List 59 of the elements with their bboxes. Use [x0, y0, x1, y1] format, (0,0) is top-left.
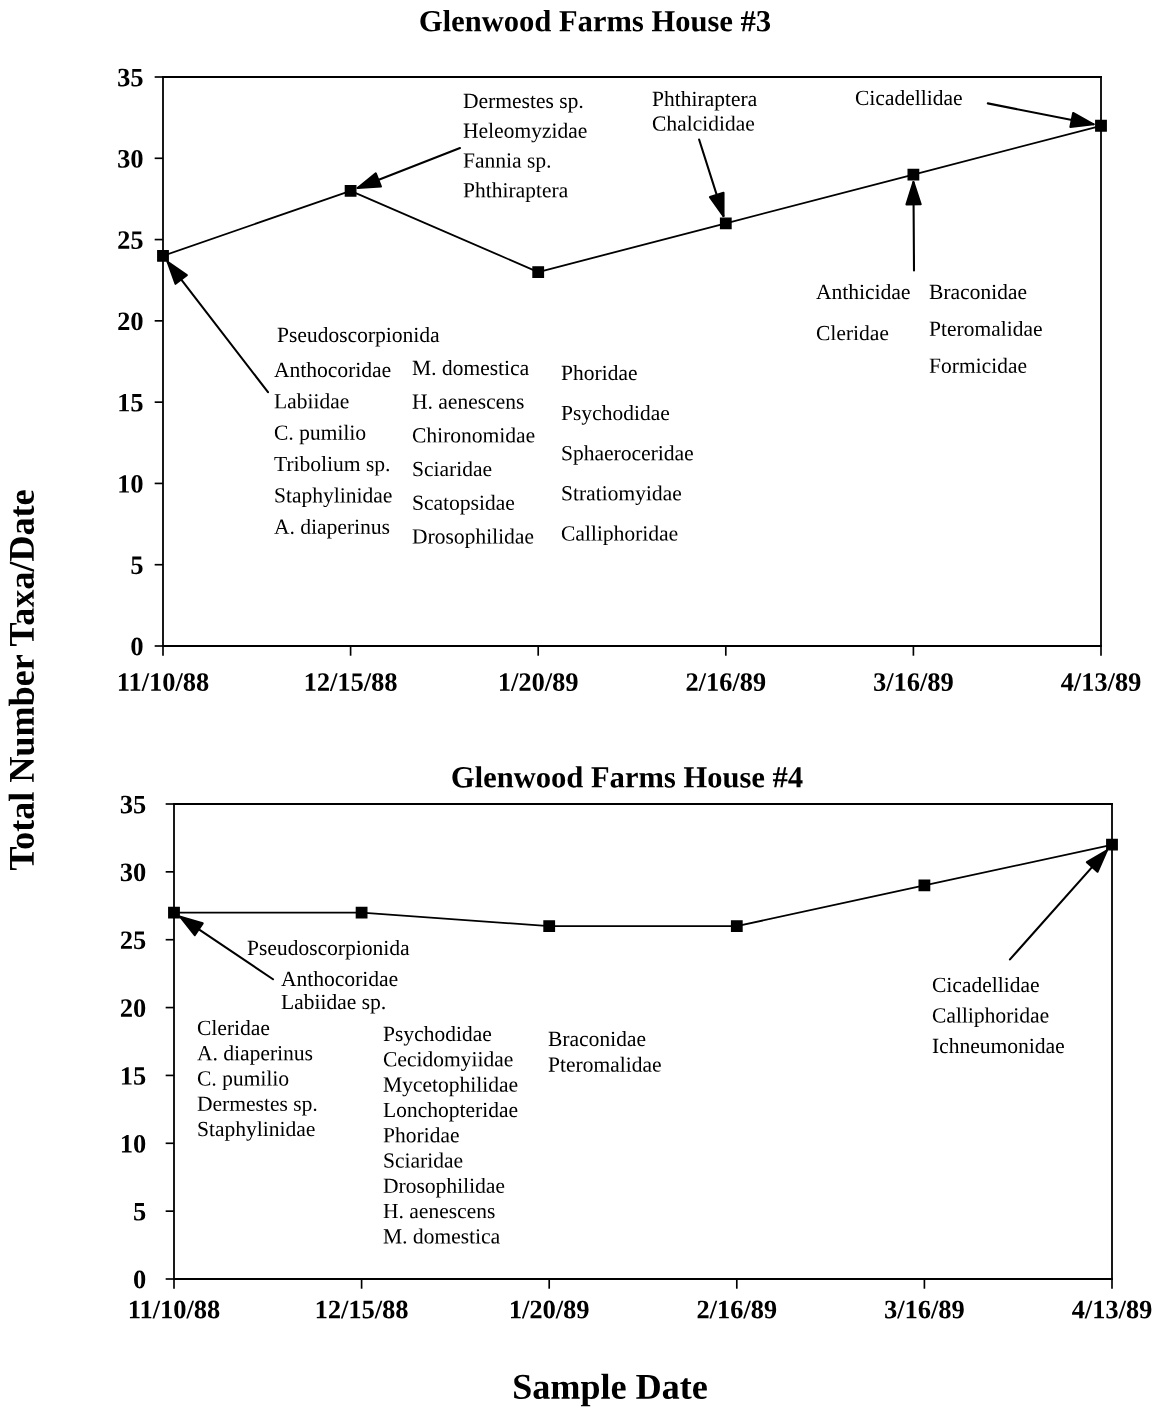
y-tick-label: 0	[131, 637, 143, 656]
x-tick-label: 1/20/89	[511, 1300, 589, 1319]
x-tick-label: 1/20/89	[500, 673, 578, 691]
y-tick-label: 5	[131, 556, 143, 575]
point	[1106, 838, 1118, 851]
y-tick-label: 30	[118, 149, 143, 168]
x-tick-label: 12/15/88	[316, 1300, 408, 1319]
annotation: Anthocoridae Labiidae sp.	[281, 971, 398, 1014]
annotation: Phthiraptera Chalcididae	[652, 91, 757, 131]
y-tick-label: 30	[120, 863, 146, 882]
text: Anthicidae Cleridae	[816, 284, 910, 341]
y-tick-label: 5	[134, 1203, 146, 1221]
point	[355, 906, 368, 919]
x-tick-label: 2/16/89	[697, 1300, 777, 1319]
annotation: Cicadellidae Calliphoridae Ichneumonidae	[932, 977, 1064, 1054]
annotation: Braconidae Pteromalidae Formicidae	[929, 284, 1042, 373]
point	[730, 920, 743, 933]
x-axis-title: Sample Date	[514, 1373, 707, 1407]
y-tick-label: 15	[119, 393, 143, 412]
x-tick-label: 4/13/89	[1061, 673, 1141, 691]
x-tick-label: 12/15/88	[305, 673, 397, 691]
y-tick-label: 35	[118, 68, 143, 87]
y-tick-label: 25	[118, 231, 143, 249]
y-tick-label: 20	[120, 999, 146, 1017]
point	[532, 266, 545, 278]
point	[543, 920, 556, 933]
point	[719, 217, 732, 230]
x-tick-label: 3/16/89	[874, 673, 953, 691]
x-tick-label: 3/16/89	[885, 1300, 964, 1319]
point	[344, 184, 357, 197]
x-tick-label: 11/10/88	[118, 673, 209, 691]
y-tick-label: 10	[119, 475, 143, 493]
x-tick-label: 11/10/88	[129, 1300, 220, 1319]
y-axis-title: Total Number Taxa/Date	[8, 490, 35, 871]
annotation: Anthocoridae Labiidae C. pumilio Tribolium sp. Staphylinidae A. diaperinus	[274, 362, 392, 539]
y-tick-label: 15	[121, 1067, 146, 1085]
y-tick-label: 35	[120, 795, 146, 814]
annotation: Cicadellidae	[855, 90, 962, 106]
y-tick-label: 10	[121, 1134, 146, 1153]
point	[907, 168, 920, 181]
annotation: Pseudoscorpionida	[247, 940, 410, 960]
x-tick-label: 4/13/89	[1072, 1300, 1152, 1319]
annotation: M. domestica H. aenescens Chironomidae Sciaridae Scatopsidae Drosophilidae	[412, 360, 535, 549]
chart-title: Glenwood Farms House #4	[452, 766, 803, 788]
text: Psychodidae Cecidomyiidae Mycetophilidae Lonchopteridae Phoridae Sciaridae Drosophilidae H. aenescens M. domestica	[383, 1026, 518, 1244]
y-tick-label: 20	[118, 312, 143, 331]
annotation: Dermestes sp. Heleomyzidae Fannia sp. Phthiraptera	[463, 93, 587, 202]
y-tick-label: 0	[134, 1270, 146, 1289]
annotation: Braconidae Pteromalidae	[548, 1031, 661, 1072]
point	[918, 879, 931, 892]
point	[157, 249, 169, 262]
point	[168, 906, 180, 919]
annotation: Pseudoscorpionida	[277, 327, 440, 347]
annotation: Phoridae Psychodidae Sphaeroceridae Stratiomyidae Calliphoridae	[561, 365, 693, 546]
x-tick-label: 2/16/89	[686, 673, 766, 691]
point	[1095, 119, 1107, 132]
y-tick-label: 25	[120, 931, 146, 950]
annotation: Cleridae A. diaperinus C. pumilio Dermestes sp. Staphylinidae	[197, 1020, 317, 1141]
chart-title: Glenwood Farms House #3	[420, 9, 771, 32]
